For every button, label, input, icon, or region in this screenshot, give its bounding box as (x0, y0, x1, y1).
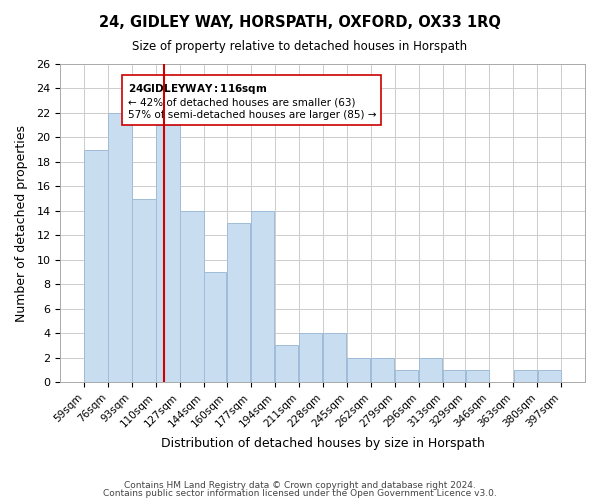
Text: Size of property relative to detached houses in Horspath: Size of property relative to detached ho… (133, 40, 467, 53)
Bar (108, 113, 132, 382)
Bar (466, 370, 489, 382)
Bar (180, 211, 204, 382)
Bar (443, 370, 465, 382)
Y-axis label: Number of detached properties: Number of detached properties (15, 124, 28, 322)
Bar (156, 125, 180, 382)
Bar (251, 211, 274, 382)
Bar (323, 333, 346, 382)
Bar (514, 370, 537, 382)
Text: Contains public sector information licensed under the Open Government Licence v3: Contains public sector information licen… (103, 488, 497, 498)
X-axis label: Distribution of detached houses by size in Horspath: Distribution of detached houses by size … (161, 437, 485, 450)
Text: 24, GIDLEY WAY, HORSPATH, OXFORD, OX33 1RQ: 24, GIDLEY WAY, HORSPATH, OXFORD, OX33 1… (99, 15, 501, 30)
Text: Contains HM Land Registry data © Crown copyright and database right 2024.: Contains HM Land Registry data © Crown c… (124, 481, 476, 490)
Bar (395, 370, 418, 382)
Bar (132, 198, 156, 382)
Bar (371, 358, 394, 382)
Bar (538, 370, 561, 382)
Bar (204, 272, 226, 382)
Bar (275, 346, 298, 382)
Bar (84, 150, 107, 382)
Bar (419, 358, 442, 382)
Text: $\bf{24 GIDLEY WAY: 116sqm}$
← 42% of detached houses are smaller (63)
57% of se: $\bf{24 GIDLEY WAY: 116sqm}$ ← 42% of de… (128, 82, 376, 120)
Bar (227, 223, 250, 382)
Bar (299, 333, 322, 382)
Bar (347, 358, 370, 382)
